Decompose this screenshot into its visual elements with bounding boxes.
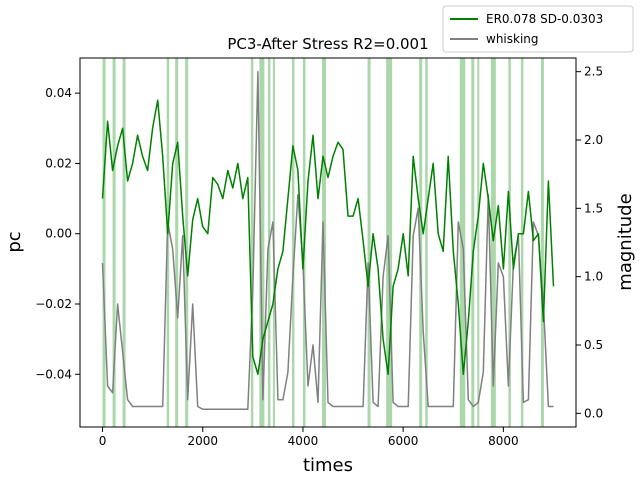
series-layer (101, 70, 555, 410)
series-line-whisking (101, 70, 554, 410)
x-tick-label-6000: 6000 (388, 434, 419, 448)
shaded-span-18 (471, 58, 475, 427)
legend-label-er: ER0.078 SD-0.0303 (486, 12, 603, 26)
shaded-span-3 (166, 58, 170, 427)
y-right-tick-label-3: 1.5 (584, 201, 603, 215)
y-right-axis-label: magnitude (615, 193, 636, 290)
x-tick-label-4000: 4000 (288, 434, 319, 448)
y-left-tick-label-3: 0.02 (45, 156, 72, 170)
y-left-axis-label: pc (4, 231, 25, 252)
y-right-tick-label-4: 2.0 (584, 133, 603, 147)
x-axis-label: times (303, 455, 353, 476)
chart-title: PC3-After Stress R2=0.001 (227, 35, 428, 53)
y-right-tick-label-1: 0.5 (584, 338, 603, 352)
legend-label-whisking: whisking (486, 32, 539, 46)
legend-box (442, 5, 634, 53)
y-right-tick-label-0: 0.0 (584, 406, 603, 420)
shaded-span-4 (175, 58, 179, 427)
shaded-span-14 (386, 58, 393, 427)
shaded-span-20 (490, 58, 496, 427)
shaded-span-10 (291, 58, 295, 427)
shaded-span-7 (259, 58, 265, 427)
shaded-span-5 (185, 58, 189, 427)
shaded-span-21 (508, 58, 511, 427)
y-right-tick-label-2: 1.0 (584, 270, 603, 284)
y-left-tick-label-4: 0.04 (45, 86, 72, 100)
shaded-span-13 (367, 58, 371, 427)
shaded-span-0 (102, 58, 106, 427)
x-tick-label-8000: 8000 (488, 434, 519, 448)
y-left-tick-label-1: −0.02 (35, 297, 72, 311)
shaded-span-2 (122, 58, 126, 427)
x-tick-label-0: 0 (99, 434, 107, 448)
shaded-span-22 (520, 58, 524, 427)
shaded-span-23 (540, 58, 544, 427)
shaded-span-16 (425, 58, 428, 427)
y-left-axis-ticks: −0.04 −0.02 0.00 0.02 0.04 (35, 86, 80, 381)
legend: ER0.078 SD-0.0303 whisking (442, 5, 634, 53)
shaded-span-6 (250, 58, 254, 427)
x-tick-label-2000: 2000 (187, 434, 218, 448)
plot-frame (79, 57, 577, 428)
shaded-span-1 (112, 58, 116, 427)
shaded-span-15 (419, 58, 423, 427)
y-left-tick-label-2: 0.00 (45, 227, 72, 241)
x-axis-ticks: 0 2000 4000 6000 8000 (99, 427, 519, 448)
series-line-er (101, 99, 555, 376)
shaded-span-19 (477, 58, 480, 427)
y-right-axis-ticks: 0.0 0.5 1.0 1.5 2.0 2.5 (576, 65, 603, 420)
y-left-tick-label-0: −0.04 (35, 367, 72, 381)
y-right-tick-label-5: 2.5 (584, 65, 603, 79)
